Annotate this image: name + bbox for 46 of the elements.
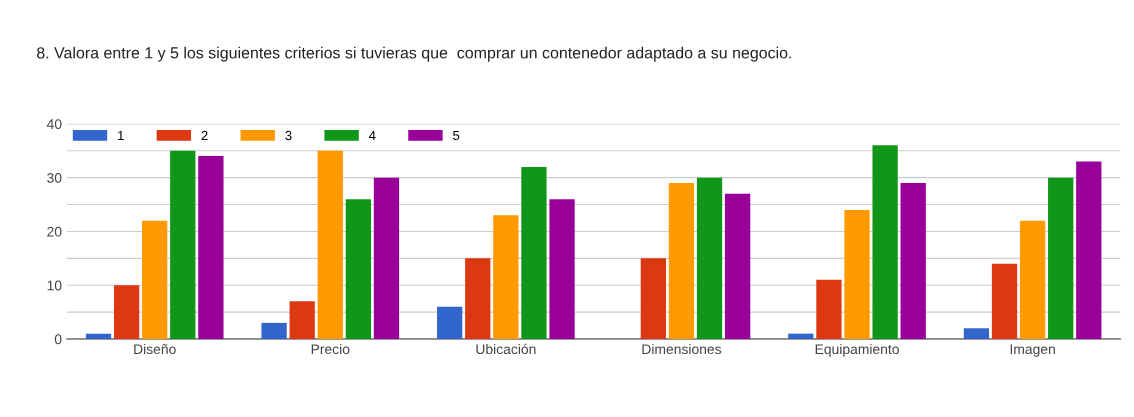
bar xyxy=(373,177,400,340)
bar xyxy=(668,183,695,340)
bar xyxy=(1076,161,1102,340)
y-tick-label: 10 xyxy=(47,280,62,291)
bar xyxy=(1048,177,1074,340)
bar xyxy=(991,263,1018,340)
bar xyxy=(521,166,547,340)
legend-label: 1 xyxy=(118,130,124,141)
bar xyxy=(493,215,519,340)
bar xyxy=(1019,220,1046,340)
bar xyxy=(289,301,315,340)
chart-title: 8. Valora entre 1 y 5 los siguientes criterios si tuvieras que comprar un contenedor adaptado a su negocio. xyxy=(36,46,791,62)
bar xyxy=(317,150,343,340)
bar xyxy=(963,328,990,340)
bar xyxy=(198,156,224,340)
bar xyxy=(465,258,491,340)
x-tick-label: Ubicación xyxy=(476,343,536,355)
bar xyxy=(549,199,575,340)
legend-label: 5 xyxy=(453,130,460,141)
y-tick-label: 30 xyxy=(47,172,62,183)
y-tick-label: 20 xyxy=(47,226,62,237)
bar xyxy=(113,285,140,340)
bar xyxy=(640,258,666,340)
y-tick-label: 0 xyxy=(54,334,62,345)
bar xyxy=(872,145,898,340)
legend-label: 2 xyxy=(201,130,208,141)
x-tick-label: Dimensiones xyxy=(642,343,722,355)
bar xyxy=(900,183,926,340)
legend-label: 4 xyxy=(368,130,376,141)
bar xyxy=(345,199,372,340)
bar xyxy=(788,333,814,340)
bar xyxy=(724,193,751,340)
y-tick-label: 40 xyxy=(46,119,62,130)
bar xyxy=(261,322,287,340)
bar xyxy=(170,150,196,340)
bar xyxy=(816,279,842,340)
x-tick-label: Equipamiento xyxy=(815,343,899,357)
bar xyxy=(844,209,870,340)
x-tick-label: Diseño xyxy=(134,343,176,355)
bar xyxy=(85,333,112,340)
x-tick-label: Precio xyxy=(311,343,350,355)
legend-label: 3 xyxy=(285,130,292,141)
x-tick-label: Imagen xyxy=(1010,344,1055,357)
bar xyxy=(437,306,463,340)
bar xyxy=(142,220,168,340)
bar xyxy=(696,177,723,340)
